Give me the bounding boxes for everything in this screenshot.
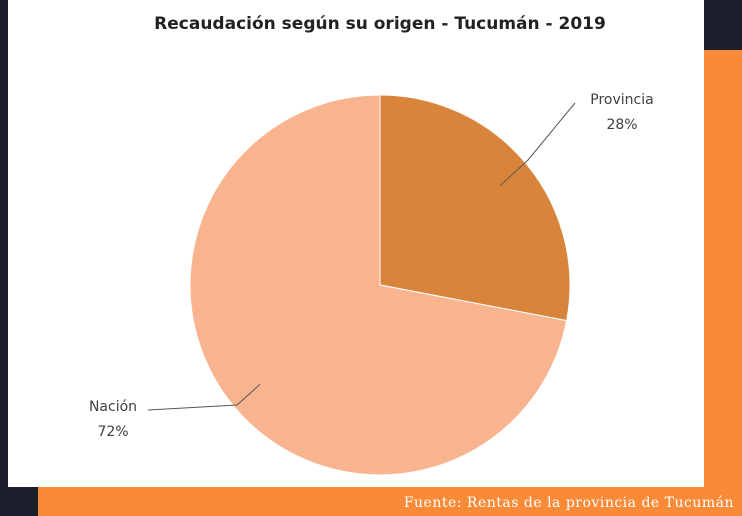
slice-value-label: 28% xyxy=(606,117,637,133)
leader-line xyxy=(147,383,261,411)
source-bar xyxy=(38,487,742,516)
slice-value-label: 72% xyxy=(97,424,128,440)
leader-line xyxy=(499,102,576,187)
chart-title: Recaudación según su origen - Tucumán - … xyxy=(154,14,606,34)
pie-slice xyxy=(379,94,571,322)
slice-label: Nación xyxy=(89,399,137,415)
pie-slice xyxy=(189,94,568,476)
source-note: Fuente: Rentas de la provincia de Tucumá… xyxy=(404,495,734,511)
side-accent xyxy=(704,50,742,516)
slice-label: Provincia xyxy=(590,92,653,108)
